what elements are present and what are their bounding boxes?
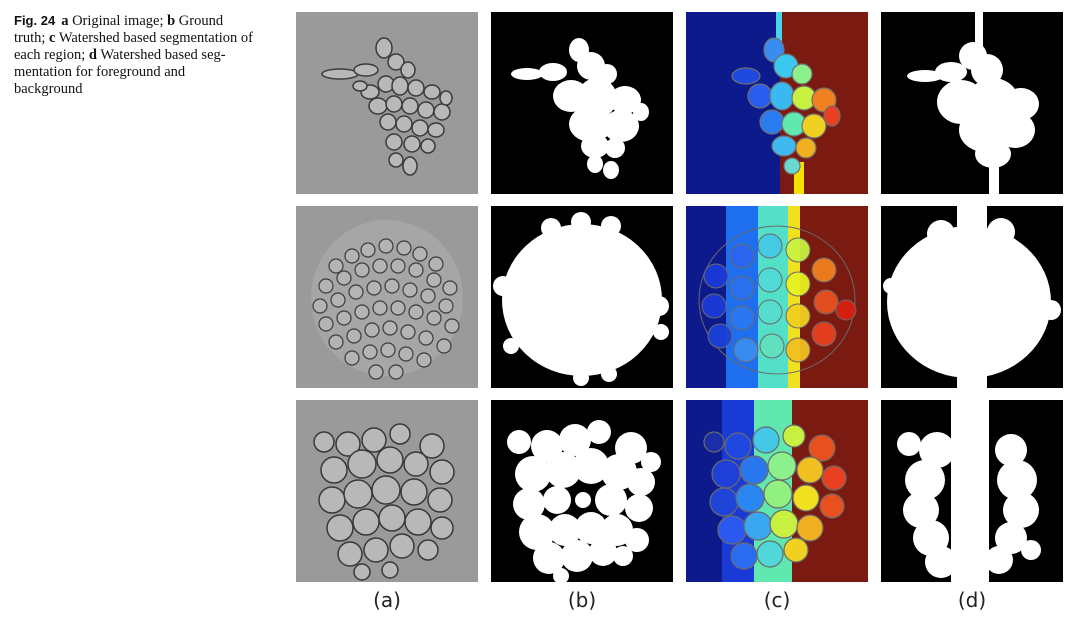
figure-label: Fig. 24 (14, 13, 56, 28)
ground-truth-row3 (491, 400, 673, 582)
column-label-d: (d) (957, 588, 987, 612)
watershed-regions-row1 (686, 12, 868, 194)
figure-caption: Fig. 24 a Original image; b Ground truth;… (14, 13, 253, 97)
ground-truth-row1 (491, 12, 673, 194)
column-label-a: (a) (373, 588, 401, 612)
watershed-regions-row3 (686, 400, 868, 582)
column-label-b: (b) (567, 588, 597, 612)
original-image-row1 (296, 12, 478, 194)
watershed-fgbg-row2 (881, 206, 1063, 388)
watershed-regions-row2 (686, 206, 868, 388)
watershed-fgbg-row1 (881, 12, 1063, 194)
original-image-row3 (296, 400, 478, 582)
ground-truth-row2 (491, 206, 673, 388)
watershed-fgbg-row3 (881, 400, 1063, 582)
original-image-row2 (296, 206, 478, 388)
column-label-c: (c) (763, 588, 791, 612)
